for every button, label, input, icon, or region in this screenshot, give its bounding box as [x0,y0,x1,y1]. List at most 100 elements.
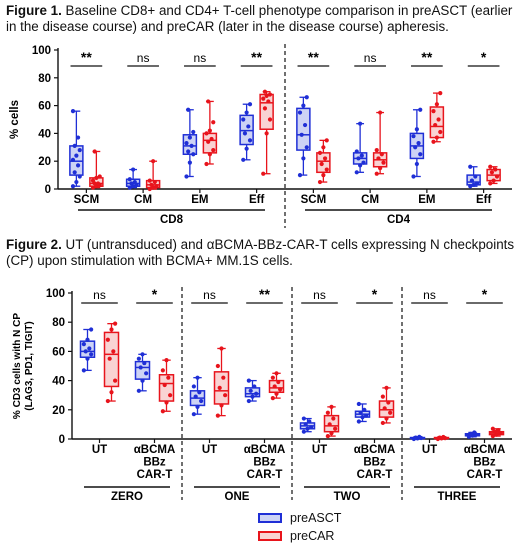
figure-1-text: Baseline CD8+ and CD4+ T-cell phenotype … [6,3,513,34]
one-ut-preasct-point [191,384,196,389]
figure-1-caption: Figure 1. Baseline CD8+ and CD4+ T-cell … [6,3,516,35]
figure-2-caption: Figure 2. UT (untransduced) and αBCMA-BB… [6,237,516,269]
cd8-cm-precar-point [147,186,152,192]
y-tick-label: 80 [38,73,51,85]
cd8-eff-precar-point [266,99,271,104]
cd8-cm-preasct-point [127,185,132,190]
y-tick-label: 0 [45,184,51,196]
one-bcma-preasct-point [246,398,251,404]
two-bcma-preasct-point [360,415,365,420]
cd8-scm-preasct-point [72,143,77,149]
cd8-scm-precar-point [92,149,97,154]
cd4-em-precar-point [431,109,436,114]
cd4-cm-preasct-point [354,170,359,175]
two-bcma-precar-point [388,410,393,415]
one-ut-preasct-point [195,404,200,409]
one-bcma-precar-point [274,371,279,376]
cd4-eff-precar-point [488,164,493,169]
three-bcma-preasct-point [468,431,473,436]
two-bcma-precar-point [380,394,385,399]
one-bcma-preasct-point [248,388,253,393]
cd8-scm-preasct-point [70,184,76,189]
two-bcma-category-label: CAR-T [357,469,393,481]
cd8-cm-precar-point [151,159,156,164]
cd8-eff-sig-label: ** [251,49,262,65]
cd8-em-preasct-point [191,152,196,157]
y-axis-label-line-2: (LAG3, PD1, TIGIT) [24,321,35,410]
two-bcma-precar-point [384,416,389,421]
one-ut-precar-point [219,403,224,408]
cd8-em-precar-point [207,128,212,133]
three-ut-preasct-point [413,435,418,440]
cd8-cm-preasct-point [132,179,137,185]
two-bcma-sig-label: * [372,286,378,302]
cd8-em-precar-point [204,131,209,136]
zero-ut-sig-label: ns [93,288,106,302]
cd8-cm-preasct-point [127,177,132,182]
zero-ut-preasct-point [85,337,90,342]
two-ut-precar-point [329,404,334,409]
zero-ut-preasct-point [85,356,90,361]
two-ut-precar-point [325,433,330,439]
one-bcma-precar-point [278,387,283,392]
cd4-em-precar-point [431,139,436,144]
cd4-scm-precar-point [322,156,328,161]
two-ut-preasct-point [301,416,306,421]
one-bcma-category-label: αBCMA [244,444,286,456]
cd4-eff-preasct-point [471,182,476,187]
one-bcma-precar-point [274,391,279,396]
cd4-cm-preasct-point [361,160,366,165]
cd4-eff-precar-point [491,178,496,183]
legend-swatch-preASCT [258,513,282,523]
three-bcma-category-label: CAR-T [467,469,503,481]
cd4-scm-sig-label: ** [308,49,319,65]
zero-ut-preasct-point [81,368,86,373]
cd4-em-preasct-point [413,145,418,150]
cd8-eff-preasct-point [241,157,246,162]
cd4-eff-preasct-point [473,174,478,179]
one-bcma-precar-point [270,396,275,401]
cd4-cm-precar-point [379,152,384,157]
cd8-em-preasct-point [187,160,192,165]
cd8-scm-preasct-point [70,157,76,162]
cd8-eff-precar-point [262,89,268,94]
cd8-em-sig-label: ns [194,51,207,65]
legend-item-preASCT: preASCT [258,511,341,525]
cd8-scm-preasct-point [75,163,81,168]
two-bcma-precar-point [386,400,391,405]
two-bcma-preasct-point [362,407,367,412]
one-ut-preasct-point [195,375,200,380]
cd4-cm-precar-point [381,160,386,165]
two-bcma-category-label: BBz [363,457,386,469]
cd4-scm-preasct-point [297,173,303,178]
cd4-scm-precar-point [319,161,324,167]
zero-bcma-precar-point [166,375,171,380]
cd8-cm-precar-point [152,179,157,185]
one-ut-preasct-point [197,390,202,395]
cd8-eff-precar-point [261,171,266,176]
cd8-cm-preasct-point [129,181,134,186]
cd8-eff-preasct-point [246,124,251,129]
y-tick-label: 80 [52,317,65,329]
one-bcma-category-label: CAR-T [247,469,283,481]
zero-ut-precar-point [113,378,118,383]
group-label-three: THREE [438,491,477,503]
two-ut-precar-point [327,422,332,427]
cd4-cm-precar-point [378,110,383,115]
cd4-cm-preasct-point [354,149,359,154]
cd8-scm-preasct-point [72,170,77,175]
one-bcma-preasct-point [252,384,257,389]
figure-1-box-chart: 0 20 40 60 80 100 % cells ** SCM ns CM ns EM ** Eff CD8… [9,44,512,228]
two-ut-preasct-point [305,426,310,431]
zero-bcma-preasct-point [136,388,141,393]
cd8-em-precar-point [211,147,216,153]
zero-bcma-preasct-box [134,360,151,380]
y-tick-label: 40 [52,376,65,388]
zero-ut-preasct-point [81,342,86,347]
cd4-scm-precar-point [324,138,329,143]
zero-ut-category-label: UT [92,444,107,456]
figure-2-box-chart: 0 20 40 60 80 100 % CD3 cells with N CP (LAG3, … [12,286,512,503]
cd8-cm-precar-point [147,178,152,183]
cd8-scm-precar-point [97,174,102,179]
zero-ut-precar-point [107,356,112,361]
